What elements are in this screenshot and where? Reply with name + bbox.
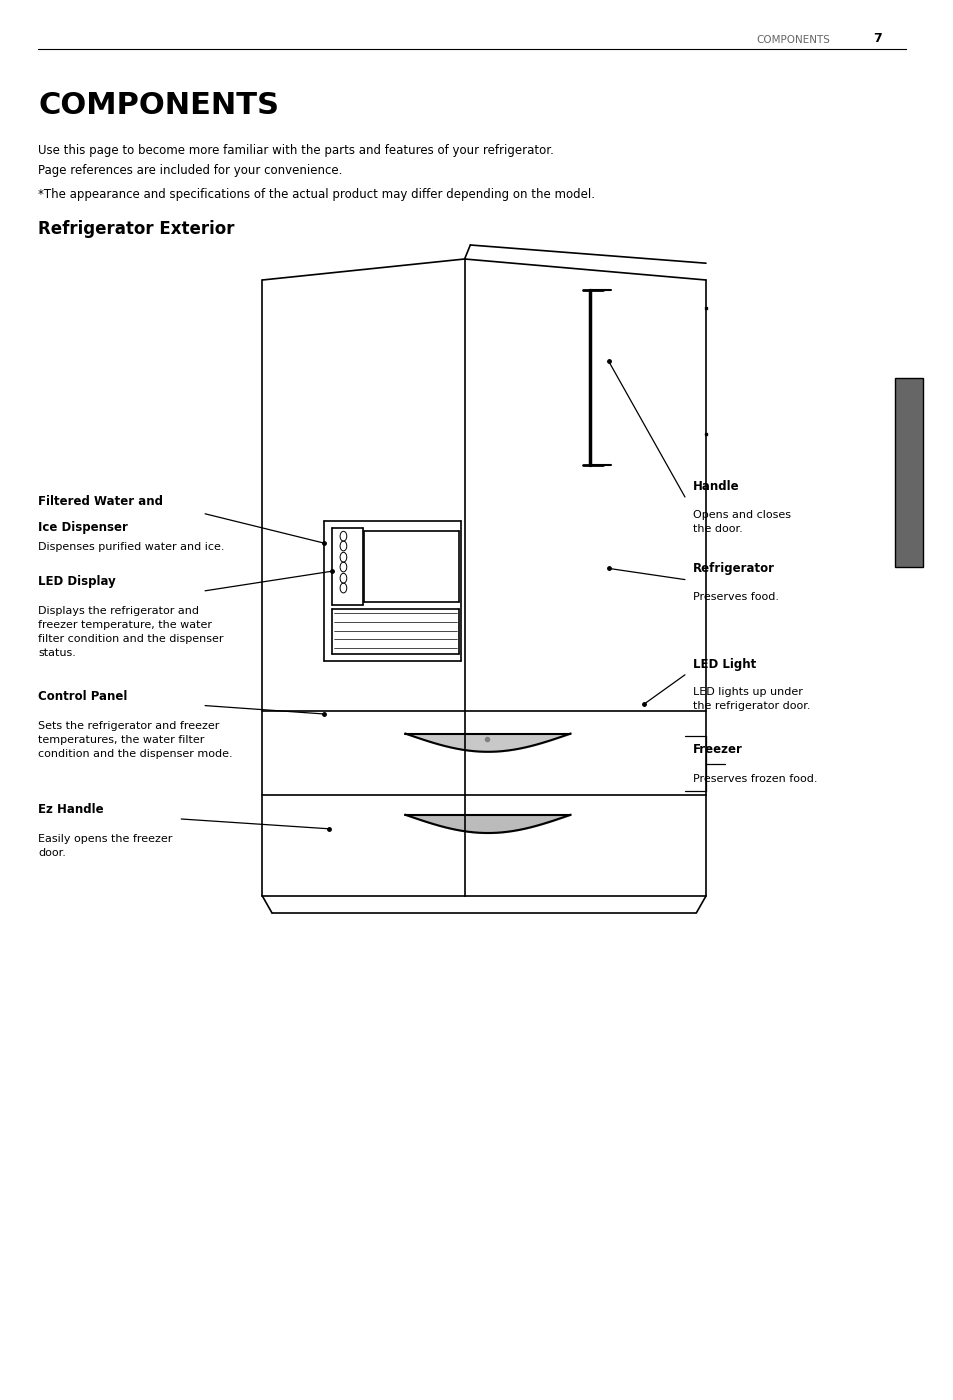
Text: COMPONENTS: COMPONENTS	[38, 91, 279, 120]
Text: Freezer: Freezer	[692, 743, 741, 756]
Text: Dispenses purified water and ice.: Dispenses purified water and ice.	[38, 542, 224, 552]
Text: 7: 7	[872, 32, 881, 45]
Text: Control Panel: Control Panel	[38, 690, 128, 703]
Text: ENGLISH: ENGLISH	[905, 449, 915, 497]
Text: Preserves food.: Preserves food.	[692, 592, 778, 602]
Text: Opens and closes
the door.: Opens and closes the door.	[692, 510, 790, 533]
Text: Ice Dispenser: Ice Dispenser	[38, 521, 128, 533]
Text: Ez Handle: Ez Handle	[38, 804, 104, 816]
Text: *The appearance and specifications of the actual product may differ depending on: *The appearance and specifications of th…	[38, 188, 595, 200]
Text: LED Display: LED Display	[38, 575, 115, 588]
Text: Refrigerator: Refrigerator	[692, 563, 774, 575]
Text: Easily opens the freezer
door.: Easily opens the freezer door.	[38, 834, 172, 858]
Text: Page references are included for your convenience.: Page references are included for your co…	[38, 164, 342, 176]
Text: COMPONENTS: COMPONENTS	[756, 35, 829, 45]
Text: Refrigerator Exterior: Refrigerator Exterior	[38, 220, 234, 238]
Text: Displays the refrigerator and
freezer temperature, the water
filter condition an: Displays the refrigerator and freezer te…	[38, 606, 223, 658]
Text: Filtered Water and: Filtered Water and	[38, 496, 163, 508]
Text: Sets the refrigerator and freezer
temperatures, the water filter
condition and t: Sets the refrigerator and freezer temper…	[38, 721, 233, 759]
Text: LED lights up under
the refrigerator door.: LED lights up under the refrigerator doo…	[692, 687, 809, 711]
Text: Handle: Handle	[692, 480, 739, 493]
Text: Use this page to become more familiar with the parts and features of your refrig: Use this page to become more familiar wi…	[38, 144, 554, 157]
Text: Preserves frozen food.: Preserves frozen food.	[692, 774, 817, 784]
Text: LED Light: LED Light	[692, 658, 755, 671]
